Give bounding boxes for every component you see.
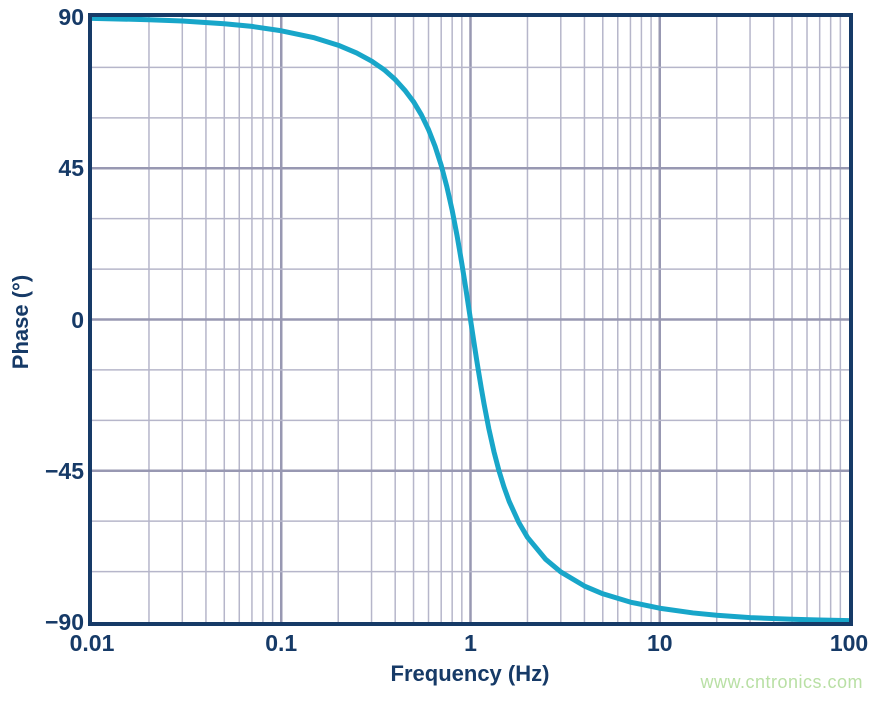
x-tick-label: 1 — [464, 630, 477, 656]
y-tick-label: 45 — [58, 155, 84, 182]
x-tick-label: 100 — [829, 630, 869, 656]
x-tick-label: 0.01 — [69, 630, 115, 656]
curve-phase-response — [92, 17, 849, 622]
plot-area — [92, 17, 849, 622]
x-axis-title: Frequency (Hz) — [390, 661, 550, 686]
x-tick-label: 0.1 — [265, 630, 298, 656]
plot-frame — [88, 13, 853, 626]
y-tick-label: −90 — [44, 609, 84, 635]
watermark-text: www.cntronics.com — [700, 672, 863, 692]
y-tick-label: 0 — [71, 306, 84, 333]
y-tick-label: −45 — [44, 457, 84, 484]
phase-plot — [92, 17, 849, 622]
x-tick-label: 10 — [646, 630, 673, 656]
y-tick-label: 90 — [58, 4, 84, 30]
y-axis-title: Phase (°) — [8, 274, 33, 370]
